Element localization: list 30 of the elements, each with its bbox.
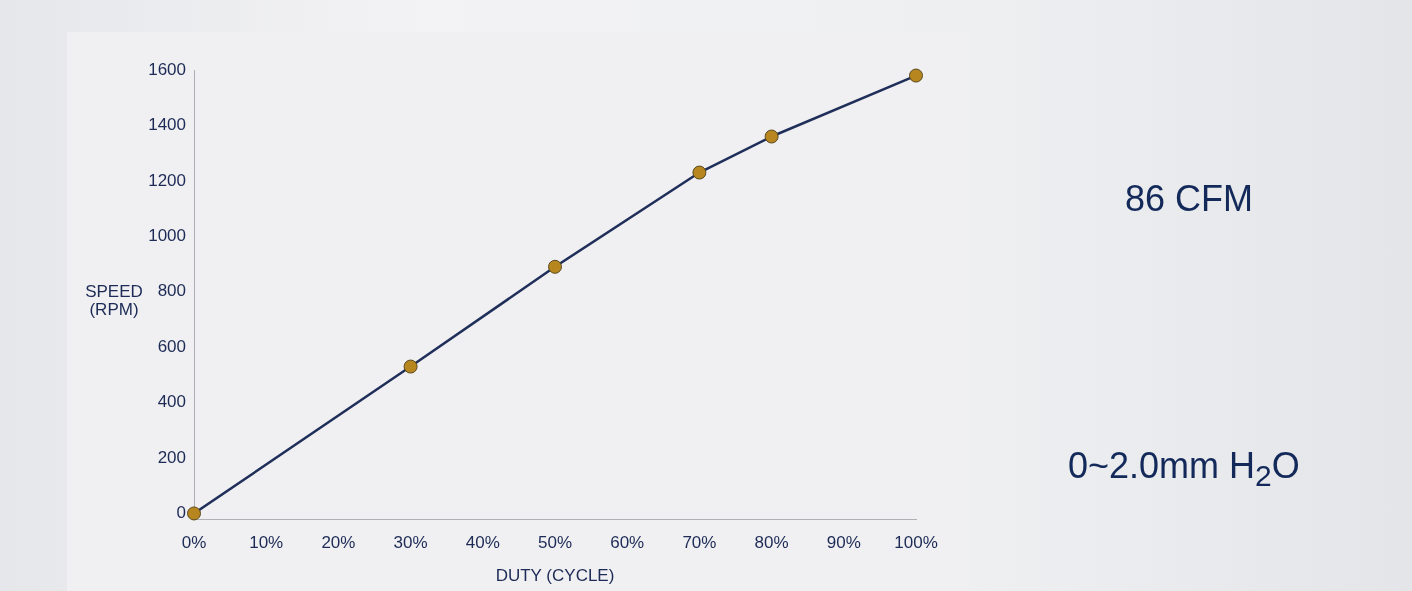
y-tick-label: 1400 bbox=[148, 115, 186, 135]
point bbox=[909, 68, 923, 83]
y-tick-label: 800 bbox=[157, 281, 186, 301]
x-tick-label: 30% bbox=[393, 532, 428, 552]
point bbox=[548, 259, 562, 274]
x-tick-label: 70% bbox=[682, 532, 717, 552]
x-tick-label: 80% bbox=[754, 532, 789, 552]
point bbox=[403, 359, 418, 374]
x-tick-label: 60% bbox=[610, 532, 645, 552]
x-tick-label: 40% bbox=[465, 532, 500, 552]
x-tick-label: 50% bbox=[537, 532, 573, 552]
y-tick-label: 1000 bbox=[148, 225, 186, 245]
text: 0~2.0mm H$_{2}$O bbox=[1068, 445, 1300, 494]
text: 86 CFM bbox=[1125, 178, 1254, 220]
x-tick-label: 20% bbox=[321, 532, 356, 552]
y-tick-label: 200 bbox=[157, 447, 186, 467]
y-tick-label: 1600 bbox=[148, 59, 186, 79]
x-tick-label: 90% bbox=[826, 532, 861, 552]
x-tick-label: 100% bbox=[894, 532, 938, 552]
point bbox=[692, 165, 707, 180]
x-axis-title: DUTY (CYCLE) bbox=[495, 566, 615, 586]
x-tick-label: 10% bbox=[249, 532, 284, 552]
y-tick-label: 600 bbox=[157, 336, 186, 356]
y-tick-label: 0 bbox=[176, 503, 186, 523]
x-tick-label: 0% bbox=[181, 532, 207, 552]
y-tick-label: 400 bbox=[157, 392, 186, 412]
y-axis-title: SPEED (RPM) bbox=[84, 282, 144, 319]
y-tick-label: 1200 bbox=[148, 170, 186, 190]
point bbox=[187, 506, 201, 521]
point bbox=[764, 129, 779, 144]
